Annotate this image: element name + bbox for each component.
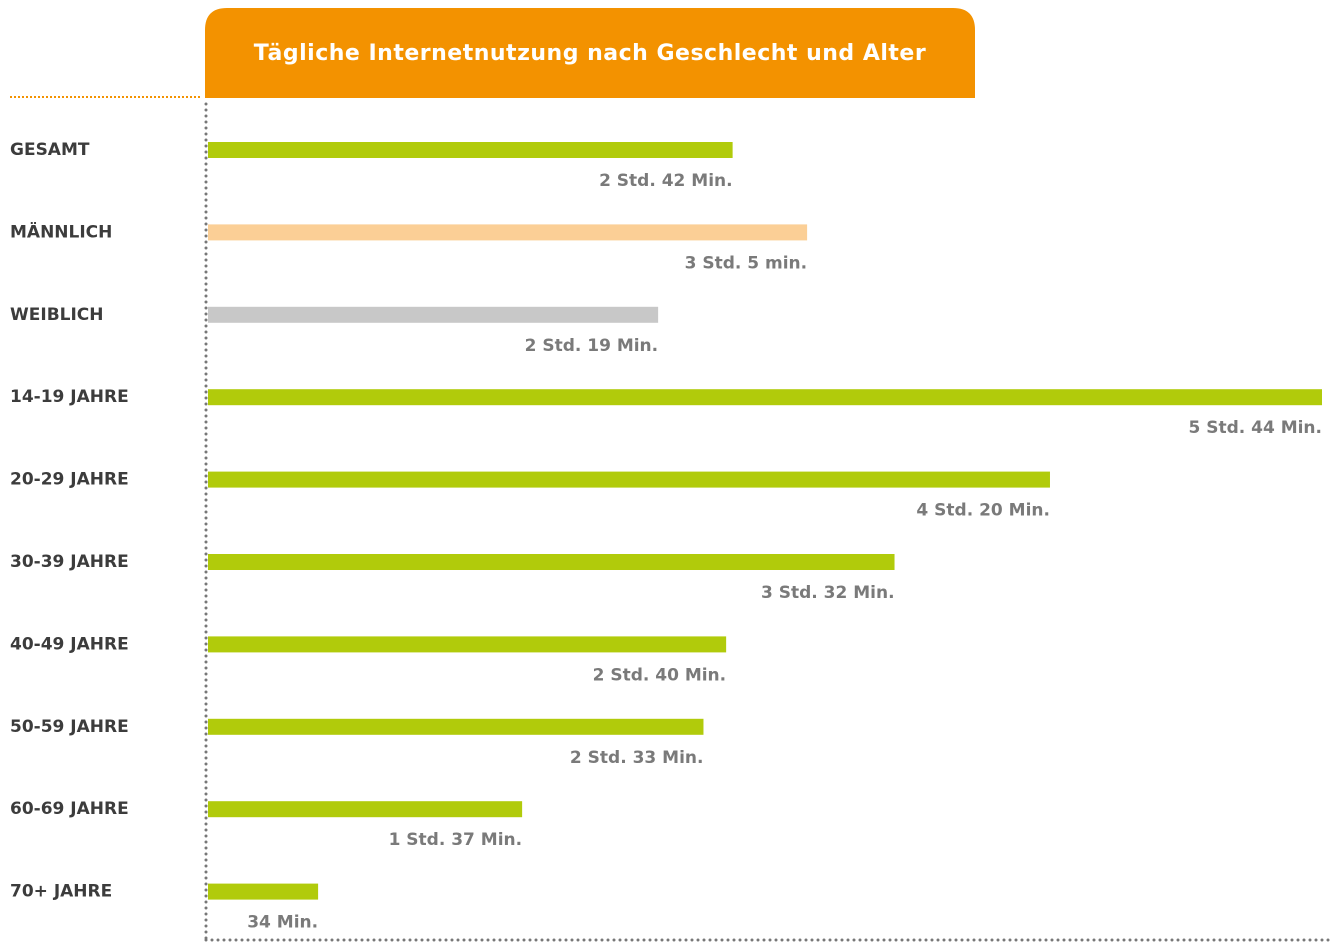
bar: [208, 471, 1050, 488]
bar: [208, 389, 1322, 406]
value-label: 3 Std. 32 Min.: [761, 583, 895, 603]
bar: [208, 306, 659, 323]
value-label: 2 Std. 42 Min.: [599, 171, 733, 191]
category-label: WEIBLICH: [10, 305, 104, 325]
category-label: 50-59 JAHRE: [10, 717, 129, 737]
category-label: 70+ JAHRE: [10, 882, 112, 902]
category-label: 20-29 JAHRE: [10, 470, 129, 490]
bar: [208, 224, 808, 241]
category-label: MÄNNLICH: [10, 220, 112, 242]
value-label: 2 Std. 19 Min.: [525, 336, 659, 356]
category-label: 14-19 JAHRE: [10, 387, 129, 407]
category-label: 40-49 JAHRE: [10, 634, 129, 654]
bar: [208, 718, 704, 735]
value-label: 5 Std. 44 Min.: [1188, 418, 1322, 438]
value-label: 4 Std. 20 Min.: [916, 501, 1050, 521]
value-label: 2 Std. 40 Min.: [593, 665, 727, 685]
bar: [208, 554, 895, 570]
bar: [208, 142, 733, 158]
value-label: 34 Min.: [247, 913, 318, 933]
category-label: 30-39 JAHRE: [10, 552, 129, 572]
bar: [208, 883, 319, 900]
value-label: 1 Std. 37 Min.: [389, 830, 523, 850]
title-banner: [205, 8, 975, 98]
bar: [208, 636, 727, 653]
bar: [208, 801, 523, 818]
chart-title: Tägliche Internetnutzung nach Geschlecht…: [254, 41, 926, 66]
value-label: 2 Std. 33 Min.: [570, 748, 704, 768]
value-label: 3 Std. 5 min.: [685, 253, 808, 273]
category-label: GESAMT: [10, 140, 90, 160]
category-label: 60-69 JAHRE: [10, 799, 129, 819]
